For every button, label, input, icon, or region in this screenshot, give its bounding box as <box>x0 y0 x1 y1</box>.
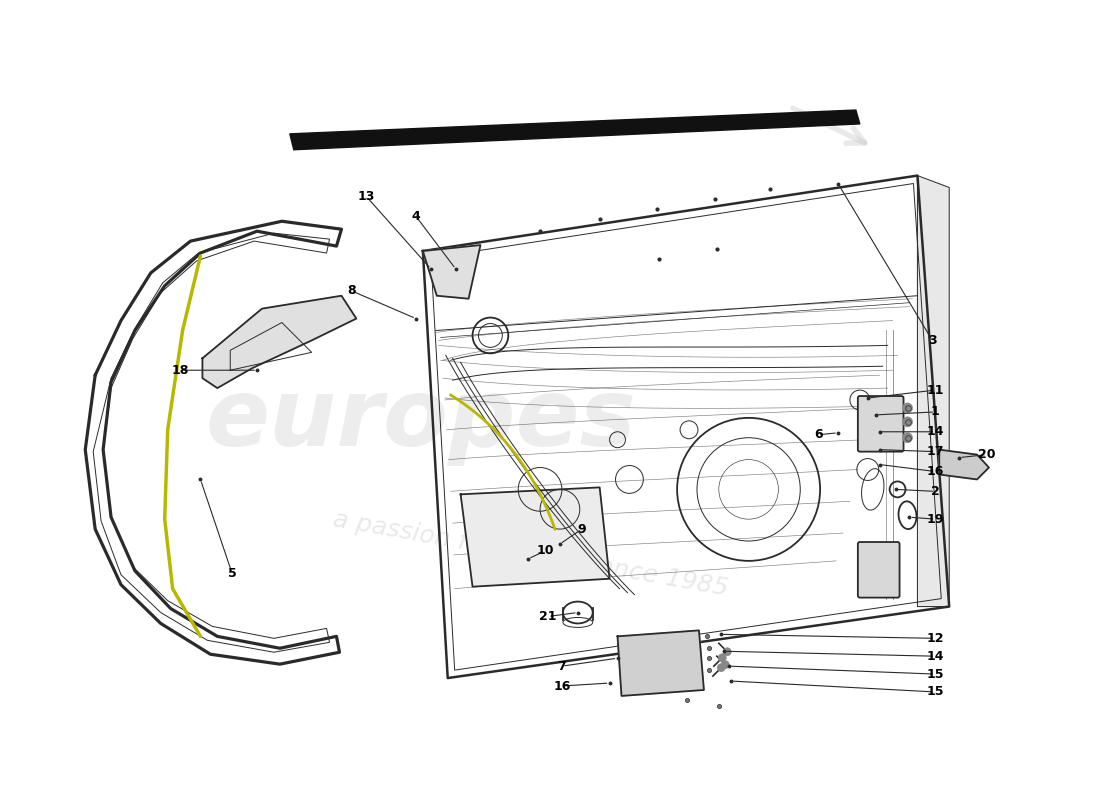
Text: 14: 14 <box>926 426 944 438</box>
Circle shape <box>722 661 729 669</box>
Circle shape <box>724 648 732 656</box>
FancyBboxPatch shape <box>858 542 900 598</box>
Circle shape <box>902 403 913 413</box>
Text: europes: europes <box>206 374 636 466</box>
Polygon shape <box>422 245 481 298</box>
Text: 15: 15 <box>926 667 944 681</box>
Text: 3: 3 <box>928 334 936 347</box>
Text: 16: 16 <box>926 465 944 478</box>
Polygon shape <box>289 110 860 150</box>
Polygon shape <box>461 487 609 586</box>
Text: 12: 12 <box>926 632 944 645</box>
Text: 5: 5 <box>228 567 236 580</box>
Text: 17: 17 <box>926 445 944 458</box>
Text: a passion for performance 1985: a passion for performance 1985 <box>331 507 729 601</box>
Text: 9: 9 <box>578 522 586 535</box>
FancyBboxPatch shape <box>858 396 903 452</box>
Circle shape <box>717 664 725 672</box>
Polygon shape <box>917 175 949 606</box>
Text: 10: 10 <box>537 545 553 558</box>
Text: 18: 18 <box>172 364 189 377</box>
Text: 14: 14 <box>926 650 944 662</box>
Polygon shape <box>202 296 356 388</box>
Polygon shape <box>939 450 989 479</box>
Circle shape <box>902 417 913 427</box>
Text: 19: 19 <box>926 513 944 526</box>
Text: 1: 1 <box>931 406 939 418</box>
Text: 11: 11 <box>926 383 944 397</box>
Text: 6: 6 <box>814 428 823 442</box>
Text: 4: 4 <box>411 210 420 222</box>
Text: 15: 15 <box>926 686 944 698</box>
Text: 2: 2 <box>931 485 939 498</box>
Text: 20: 20 <box>978 448 996 461</box>
Text: 13: 13 <box>358 190 375 203</box>
Circle shape <box>718 654 726 662</box>
Polygon shape <box>617 630 704 696</box>
Text: 7: 7 <box>558 660 566 673</box>
Text: 8: 8 <box>348 284 355 298</box>
Circle shape <box>902 433 913 442</box>
Text: 16: 16 <box>553 679 571 693</box>
Text: 21: 21 <box>539 610 557 623</box>
